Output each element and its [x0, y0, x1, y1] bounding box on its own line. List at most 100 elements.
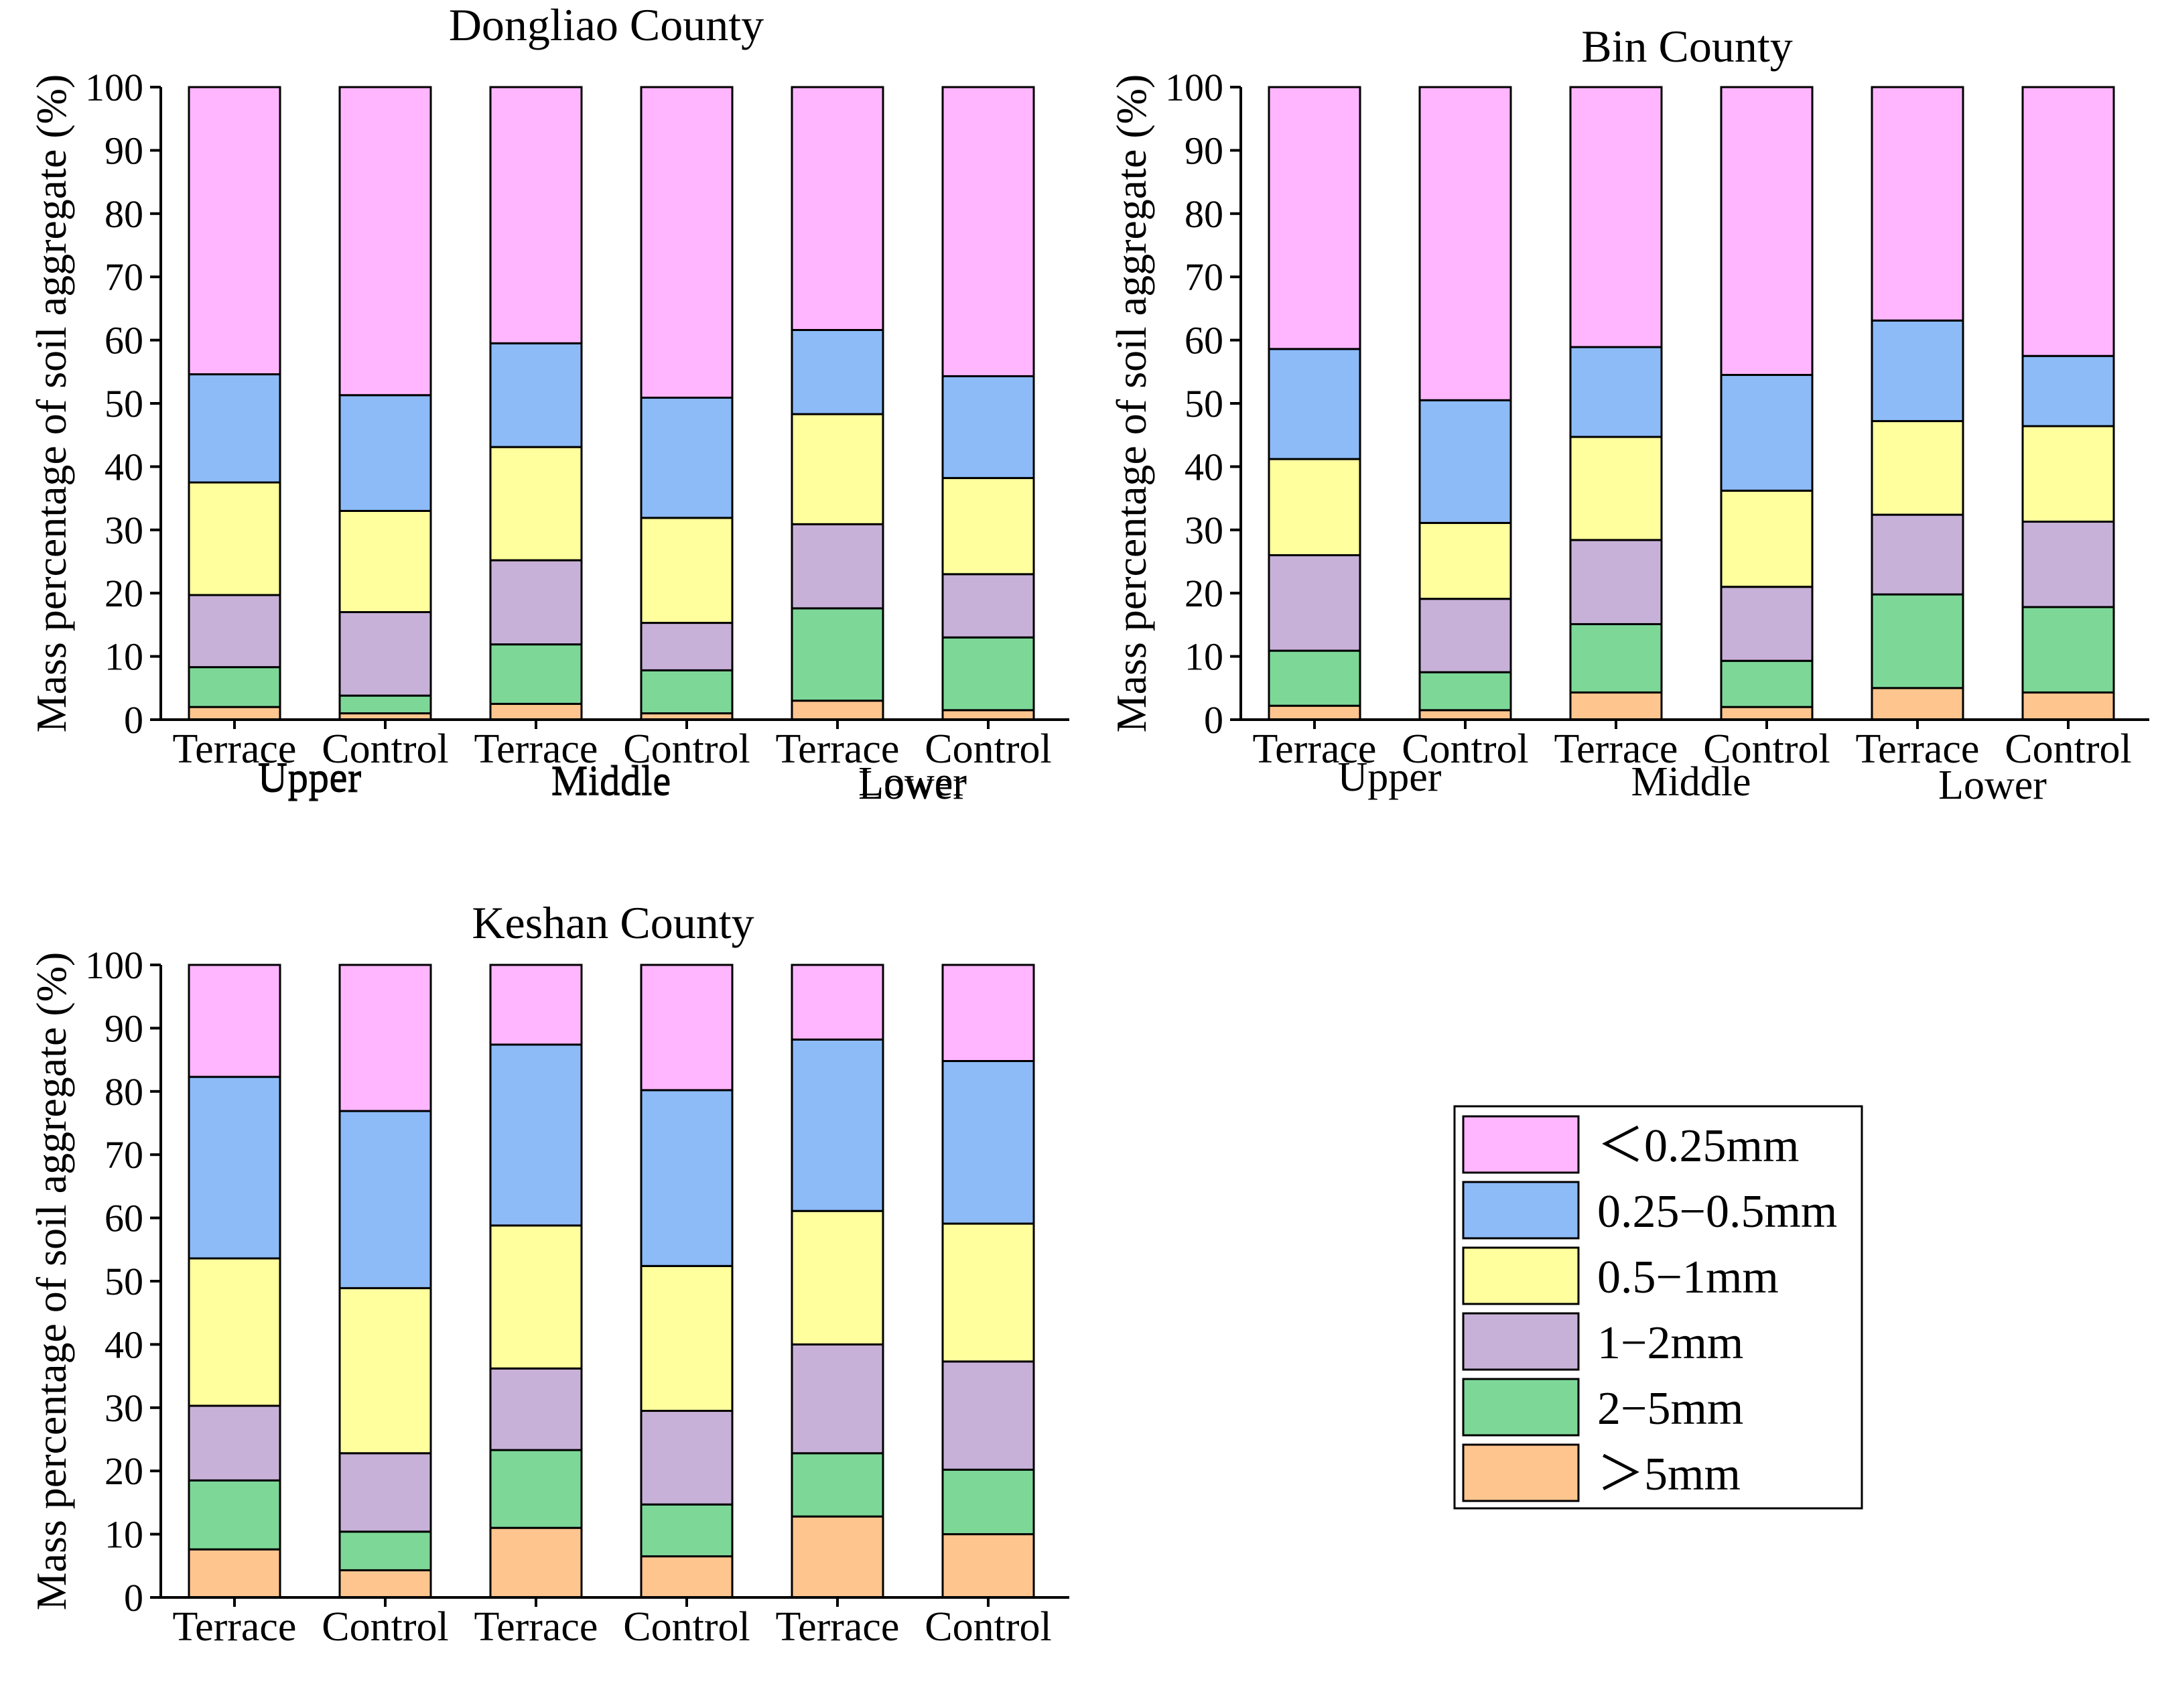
y-tick-label: 50: [105, 1260, 143, 1303]
x-category-label: Terrace: [1554, 726, 1678, 772]
x-category-label: Control: [623, 1604, 750, 1650]
bar-segment-0-25-0-5mm: [489, 1043, 583, 1227]
bar-segment-2-5mm: [941, 1468, 1035, 1536]
x-group-label: Upper: [258, 756, 362, 801]
bar-segment-2-5mm: [941, 636, 1035, 712]
y-tick-label: 40: [1185, 445, 1223, 488]
x-category-label: Terrace: [1856, 726, 1980, 772]
bar-segment-1-2mm: [640, 622, 734, 671]
bar-stack-6: [2021, 86, 2115, 721]
y-tick-label: 80: [105, 1070, 143, 1114]
y-tick-label: 90: [105, 129, 143, 172]
bar-segment--5mm: [338, 1569, 432, 1599]
bar-segment-2-5mm: [338, 1530, 432, 1571]
bar-segment--0-25mm: [941, 964, 1035, 1062]
y-tick-label: 40: [105, 1323, 143, 1366]
chart-panels: Dongliao County0102030405060708090100Ter…: [27, 0, 2149, 1650]
bar-segment--0-25mm: [791, 964, 884, 1041]
legend-swatch: [1462, 1115, 1580, 1174]
bar-segment-1-2mm: [188, 1404, 281, 1482]
bar-segment--5mm: [941, 1533, 1035, 1599]
bar-segment--5mm: [489, 1526, 583, 1599]
bar-segment-0-25-0-5mm: [188, 1075, 281, 1260]
bar-segment--0-25mm: [640, 964, 734, 1092]
bar-segment-1-2mm: [791, 1343, 884, 1455]
x-group-label: Middle: [551, 759, 671, 805]
bar-segment--0-25mm: [338, 964, 432, 1112]
bar-stack-5: [791, 964, 884, 1599]
y-tick-label: 80: [1185, 192, 1223, 236]
bar-segment-1-2mm: [1871, 513, 1964, 596]
x-category-label: Control: [2005, 726, 2131, 772]
bar-segment--0-25mm: [1268, 86, 1361, 350]
bar-segment-0-25-0-5mm: [338, 394, 432, 512]
bar-segment-0-25-0-5mm: [791, 1038, 884, 1212]
y-tick-label: 50: [105, 382, 143, 425]
legend-item: 0.25−0.5mm: [1462, 1181, 1837, 1240]
bar-segment--5mm: [1418, 709, 1512, 721]
x-group-label: Lower: [858, 759, 967, 805]
bar-segment-0-25-0-5mm: [489, 342, 583, 448]
bar-stack-4: [1720, 86, 1814, 721]
y-tick-label: 0: [1204, 698, 1223, 742]
bar-segment-0-5-1mm: [640, 517, 734, 625]
bar-segment--5mm: [188, 706, 281, 721]
chart-title: Dongliao County: [449, 0, 764, 50]
chart-panel-3: Keshan County 0 10 20 30 40 50 60 70 80 90 100 Terra…: [27, 756, 1069, 1650]
x-category-label: Control: [925, 1604, 1051, 1650]
bar-segment-0-5-1mm: [1268, 458, 1361, 557]
bar-segment-2-5mm: [338, 694, 432, 715]
bar-segment-2-5mm: [2021, 606, 2115, 694]
y-tick-label: 80: [105, 192, 143, 236]
y-axis-label: Mass percentage of soil aggregate (%): [1107, 74, 1155, 733]
y-tick-label: 20: [1185, 572, 1223, 615]
x-category-label: Control: [322, 726, 448, 772]
bar-segment-0-5-1mm: [1569, 436, 1663, 541]
bar-stack-1: [1268, 86, 1361, 721]
x-group-label: Lower: [858, 763, 967, 808]
bar-segment--5mm: [188, 1548, 281, 1599]
bar-segment--0-25mm: [188, 964, 281, 1078]
chart-title: Bin County: [1581, 21, 1793, 72]
legend-swatch: [1462, 1443, 1580, 1502]
bar-segment-0-5-1mm: [1418, 521, 1512, 600]
legend-item: 2−5mm: [1462, 1378, 1743, 1437]
legend-swatch: [1462, 1378, 1580, 1437]
bar-segment-0-25-0-5mm: [1720, 374, 1814, 492]
bar-segment-1-2mm: [338, 1452, 432, 1533]
bar-segment-1-2mm: [489, 1367, 583, 1451]
y-tick-label: 0: [124, 1576, 143, 1620]
legend-label: 0.5−1mm: [1597, 1252, 1779, 1303]
bar-segment-1-2mm: [791, 523, 884, 610]
bar-segment-0-25-0-5mm: [2021, 354, 2115, 428]
x-group-label: Upper: [258, 754, 362, 800]
bar-segment--5mm: [1268, 704, 1361, 721]
x-group-label: Middle: [1631, 759, 1751, 805]
bar-segment-1-2mm: [941, 573, 1035, 639]
chart-panel-1: Dongliao County 0 10 20 30 40 50 60 70 80 90 100 Ter…: [27, 0, 1069, 805]
bar-segment-0-25-0-5mm: [188, 373, 281, 484]
bar-stack-3: [1569, 86, 1663, 721]
legend-label: 2−5mm: [1597, 1383, 1743, 1435]
bar-segment--0-25mm: [1418, 86, 1512, 401]
bar-stack-4: [640, 86, 734, 721]
bar-segment-1-2mm: [489, 559, 583, 646]
bar-segment-0-25-0-5mm: [1268, 348, 1361, 460]
bar-segment--5mm: [791, 1515, 884, 1599]
legend-item: ＞5mm: [1462, 1443, 1741, 1502]
y-tick-label: 60: [1185, 319, 1223, 363]
y-tick-label: 20: [105, 1449, 143, 1493]
bar-segment-1-2mm: [2021, 521, 2115, 608]
bar-segment--0-25mm: [941, 86, 1035, 377]
x-category-label: Terrace: [776, 1604, 900, 1650]
bar-stack-1: [188, 964, 281, 1599]
y-tick-label: 30: [105, 1386, 143, 1430]
bar-segment-0-5-1mm: [791, 1209, 884, 1345]
bar-segment-0-25-0-5mm: [1569, 346, 1663, 438]
bar-segment-0-5-1mm: [1720, 489, 1814, 588]
bar-segment-1-2mm: [640, 1410, 734, 1506]
x-category-label: Control: [925, 726, 1051, 772]
bar-segment-2-5mm: [640, 1503, 734, 1558]
legend-label: ＜0.25mm: [1597, 1120, 1799, 1172]
